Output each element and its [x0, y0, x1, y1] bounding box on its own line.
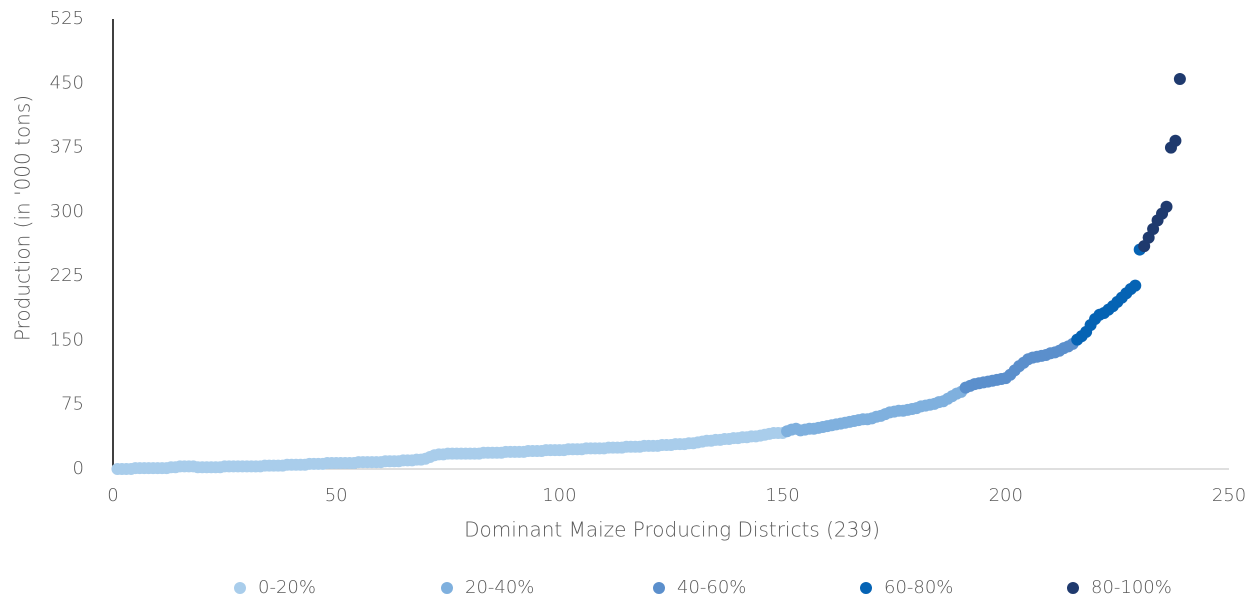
legend-marker — [1067, 582, 1079, 594]
y-tick-label: 525 — [50, 8, 84, 29]
point — [1129, 279, 1142, 292]
y-tick-label: 150 — [50, 329, 84, 350]
legend-label: 60-80% — [884, 577, 953, 598]
x-axis-label: Dominant Maize Producing Districts (239) — [464, 518, 880, 542]
point — [1169, 134, 1182, 147]
legend-label: 80-100% — [1091, 577, 1172, 598]
y-tick-label: 375 — [50, 137, 84, 158]
legend-marker — [860, 582, 872, 594]
y-tick-label: 225 — [50, 265, 84, 286]
legend-marker — [441, 582, 453, 594]
y-tick-label: 300 — [50, 201, 84, 222]
point — [1160, 200, 1173, 213]
legend-label: 0-20% — [258, 577, 316, 598]
legend-marker — [653, 582, 665, 594]
y-axis-label: Production (in '000 tons) — [11, 95, 35, 341]
x-tick-label: 50 — [325, 485, 348, 506]
legend-label: 20-40% — [465, 577, 534, 598]
x-tick-label: 200 — [989, 485, 1023, 506]
legend-marker — [234, 582, 246, 594]
point — [1173, 73, 1186, 85]
y-tick-label: 75 — [61, 394, 84, 415]
legend-label: 40-60% — [677, 577, 746, 598]
x-tick-label: 100 — [542, 485, 576, 506]
y-tick-label: 450 — [50, 72, 84, 93]
x-tick-label: 150 — [765, 485, 799, 506]
x-tick-label: 250 — [1212, 485, 1246, 506]
x-tick-label: 0 — [107, 485, 118, 506]
y-tick-label: 0 — [73, 458, 84, 479]
